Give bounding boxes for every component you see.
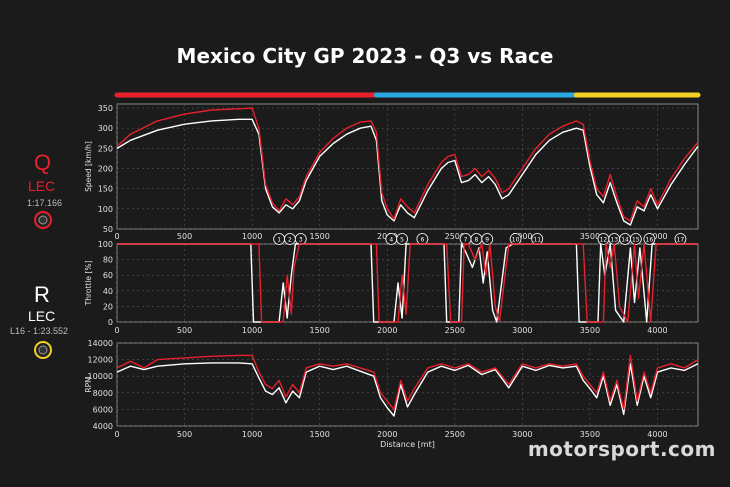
speed-y-tick-label: 250	[98, 144, 113, 153]
rpm-panel-frame	[116, 342, 699, 427]
corner-label-14: 14	[621, 237, 629, 244]
corner-label-9: 9	[485, 237, 489, 244]
rpm-y-tick-label: 10000	[88, 372, 113, 381]
rpm-x-tick-label: 2000	[377, 430, 397, 439]
corner-label-6: 6	[420, 237, 424, 244]
speed-x-tick-label: 2500	[445, 232, 465, 241]
throttle-series-q-line	[117, 243, 698, 323]
rpm-y-tick-label: 4000	[93, 422, 113, 431]
speed-y-tick-label: 150	[98, 185, 113, 194]
rpm-x-tick-label: 500	[177, 430, 192, 439]
rpm-x-tick-label: 0	[114, 430, 119, 439]
rpm-y-tick-label: 14000	[88, 339, 113, 348]
throttle-y-tick-label: 60	[103, 271, 113, 280]
speed-series-r-line	[116, 118, 699, 226]
r-legend-driver: LEC	[28, 308, 56, 324]
corner-label-16: 16	[646, 237, 654, 244]
r-legend-time: L16 - 1:23.552	[10, 326, 69, 336]
corner-label-3: 3	[299, 237, 303, 244]
corner-label-13: 13	[610, 237, 618, 244]
rpm-x-tick-label: 3000	[512, 430, 532, 439]
throttle-x-tick-label: 500	[177, 326, 192, 335]
corner-label-12: 12	[600, 237, 608, 244]
rpm-x-tick-label: 1000	[242, 430, 262, 439]
rpm-series-q-line	[116, 354, 699, 411]
throttle-x-tick-label: 3000	[512, 326, 532, 335]
speed-y-tick-label: 50	[103, 225, 113, 234]
chart-title: Mexico City GP 2023 - Q3 vs Race	[176, 44, 554, 68]
q-legend-time: 1:17.166	[27, 198, 63, 208]
throttle-y-tick-label: 20	[103, 302, 113, 311]
speed-x-tick-label: 4000	[647, 232, 667, 241]
rpm-x-tick-label: 1500	[309, 430, 329, 439]
speed-series-q-line	[116, 107, 699, 222]
speed-x-tick-label: 3500	[580, 232, 600, 241]
corner-marker-5	[396, 233, 408, 245]
throttle-y-tick-label: 40	[103, 287, 113, 296]
speed-y-tick-label: 350	[98, 104, 113, 113]
rpm-y-tick-label: 6000	[93, 405, 113, 414]
speed-y-axis-label: Speed [km/h]	[84, 141, 93, 192]
corner-label-5: 5	[400, 237, 404, 244]
corner-label-8: 8	[474, 237, 478, 244]
rpm-y-axis-label: RPM	[84, 376, 93, 392]
speed-x-tick-label: 0	[114, 232, 119, 241]
throttle-x-tick-label: 1000	[242, 326, 262, 335]
r-tyre-icon	[34, 341, 52, 359]
rpm-x-tick-label: 4000	[647, 430, 667, 439]
corner-label-11: 11	[533, 237, 541, 244]
corner-label-2: 2	[288, 237, 292, 244]
corner-label-17: 17	[677, 237, 685, 244]
watermark: motorsport.com	[527, 437, 716, 461]
throttle-x-tick-label: 2500	[445, 326, 465, 335]
corner-marker-16	[643, 233, 656, 245]
throttle-x-tick-label: 1500	[309, 326, 329, 335]
corner-label-15: 15	[632, 237, 640, 244]
corner-label-7: 7	[464, 237, 468, 244]
q-legend-letter: Q	[34, 150, 52, 175]
speed-x-tick-label: 1000	[242, 232, 262, 241]
throttle-y-axis-label: Throttle [%]	[84, 261, 93, 307]
throttle-x-tick-label: 4000	[647, 326, 667, 335]
throttle-y-tick-label: 100	[98, 240, 113, 249]
corner-label-10: 10	[512, 237, 520, 244]
throttle-x-tick-label: 3500	[580, 326, 600, 335]
rpm-series-r-line	[116, 362, 699, 417]
speed-x-tick-label: 1500	[309, 232, 329, 241]
r-legend-letter: R	[34, 282, 50, 307]
speed-x-tick-label: 500	[177, 232, 192, 241]
rpm-x-tick-label: 2500	[445, 430, 465, 439]
throttle-y-tick-label: 80	[103, 256, 113, 265]
q-tyre-icon	[34, 211, 52, 229]
speed-y-tick-label: 200	[98, 165, 113, 174]
throttle-x-tick-label: 0	[114, 326, 119, 335]
corner-label-1: 1	[277, 237, 281, 244]
corner-marker-15	[629, 233, 642, 245]
speed-y-tick-label: 100	[98, 205, 113, 214]
throttle-x-tick-label: 2000	[377, 326, 397, 335]
speed-y-tick-label: 300	[98, 124, 113, 133]
speed-panel-frame	[116, 103, 699, 230]
rpm-y-tick-label: 8000	[93, 389, 113, 398]
corner-label-4: 4	[389, 237, 393, 244]
throttle-y-tick-label: 0	[108, 318, 113, 327]
speed-x-tick-label: 3000	[512, 232, 532, 241]
rpm-x-axis-label: Distance [mt]	[380, 440, 435, 449]
rpm-y-tick-label: 12000	[88, 356, 113, 365]
rpm-x-tick-label: 3500	[580, 430, 600, 439]
q-legend-driver: LEC	[28, 178, 56, 194]
corner-marker-9	[481, 233, 494, 245]
